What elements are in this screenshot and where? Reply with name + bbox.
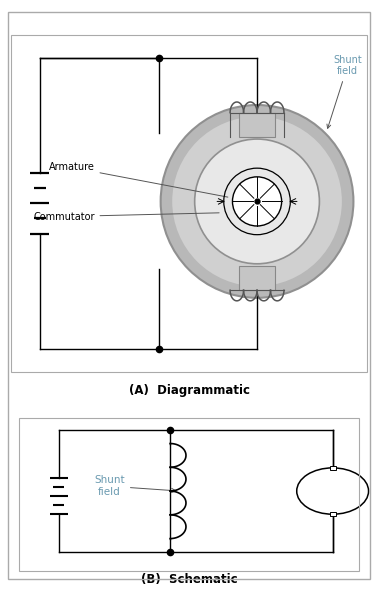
FancyBboxPatch shape bbox=[330, 512, 336, 516]
Circle shape bbox=[172, 116, 342, 286]
Text: (B)  Schematic: (B) Schematic bbox=[141, 573, 237, 586]
Circle shape bbox=[195, 139, 319, 264]
FancyBboxPatch shape bbox=[239, 113, 275, 137]
FancyBboxPatch shape bbox=[239, 266, 275, 290]
Text: Shunt
field: Shunt field bbox=[94, 475, 176, 497]
Circle shape bbox=[161, 105, 353, 298]
Circle shape bbox=[232, 177, 282, 226]
Text: Commutator: Commutator bbox=[33, 212, 219, 222]
Circle shape bbox=[297, 468, 369, 514]
Text: (A)  Diagrammatic: (A) Diagrammatic bbox=[129, 384, 249, 397]
Text: Shunt
field: Shunt field bbox=[327, 54, 362, 128]
Text: Armature: Armature bbox=[49, 163, 228, 197]
FancyBboxPatch shape bbox=[330, 466, 336, 470]
